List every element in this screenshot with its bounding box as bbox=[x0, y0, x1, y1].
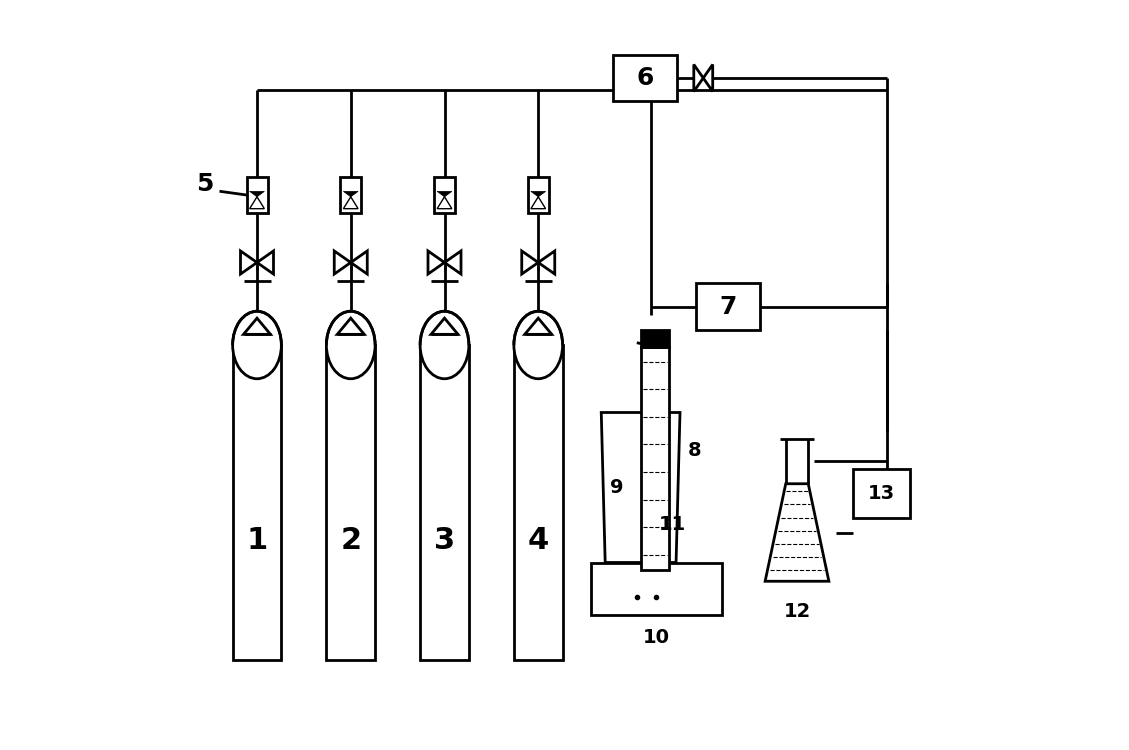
Bar bbox=[514, 345, 562, 660]
Text: 1: 1 bbox=[246, 526, 268, 555]
Ellipse shape bbox=[514, 311, 562, 379]
Text: 7: 7 bbox=[719, 295, 736, 319]
Text: 9: 9 bbox=[611, 478, 623, 497]
Polygon shape bbox=[531, 191, 545, 196]
Text: 3: 3 bbox=[434, 526, 455, 555]
Polygon shape bbox=[343, 191, 358, 196]
Text: 13: 13 bbox=[868, 484, 895, 502]
Ellipse shape bbox=[326, 311, 375, 379]
Bar bbox=[640, 346, 669, 570]
Text: 8: 8 bbox=[688, 440, 701, 460]
Polygon shape bbox=[437, 191, 452, 196]
Bar bbox=[434, 177, 455, 213]
Text: 5: 5 bbox=[195, 172, 213, 196]
Bar bbox=[420, 345, 469, 660]
Bar bbox=[590, 562, 723, 615]
Bar bbox=[640, 330, 669, 346]
Bar bbox=[233, 345, 281, 660]
Bar bbox=[326, 345, 375, 660]
Text: 10: 10 bbox=[642, 628, 669, 647]
Text: 12: 12 bbox=[784, 602, 811, 621]
Ellipse shape bbox=[233, 311, 281, 379]
Bar bbox=[246, 177, 268, 213]
Polygon shape bbox=[765, 484, 829, 581]
Text: 4: 4 bbox=[527, 526, 549, 555]
Bar bbox=[854, 469, 910, 518]
Text: 11: 11 bbox=[658, 515, 685, 535]
Bar bbox=[695, 284, 760, 330]
Polygon shape bbox=[250, 191, 264, 196]
Text: 2: 2 bbox=[340, 526, 361, 555]
Ellipse shape bbox=[420, 311, 469, 379]
Polygon shape bbox=[602, 413, 680, 562]
Text: 6: 6 bbox=[637, 66, 654, 90]
Bar bbox=[613, 55, 677, 101]
Bar bbox=[527, 177, 549, 213]
Bar bbox=[340, 177, 361, 213]
